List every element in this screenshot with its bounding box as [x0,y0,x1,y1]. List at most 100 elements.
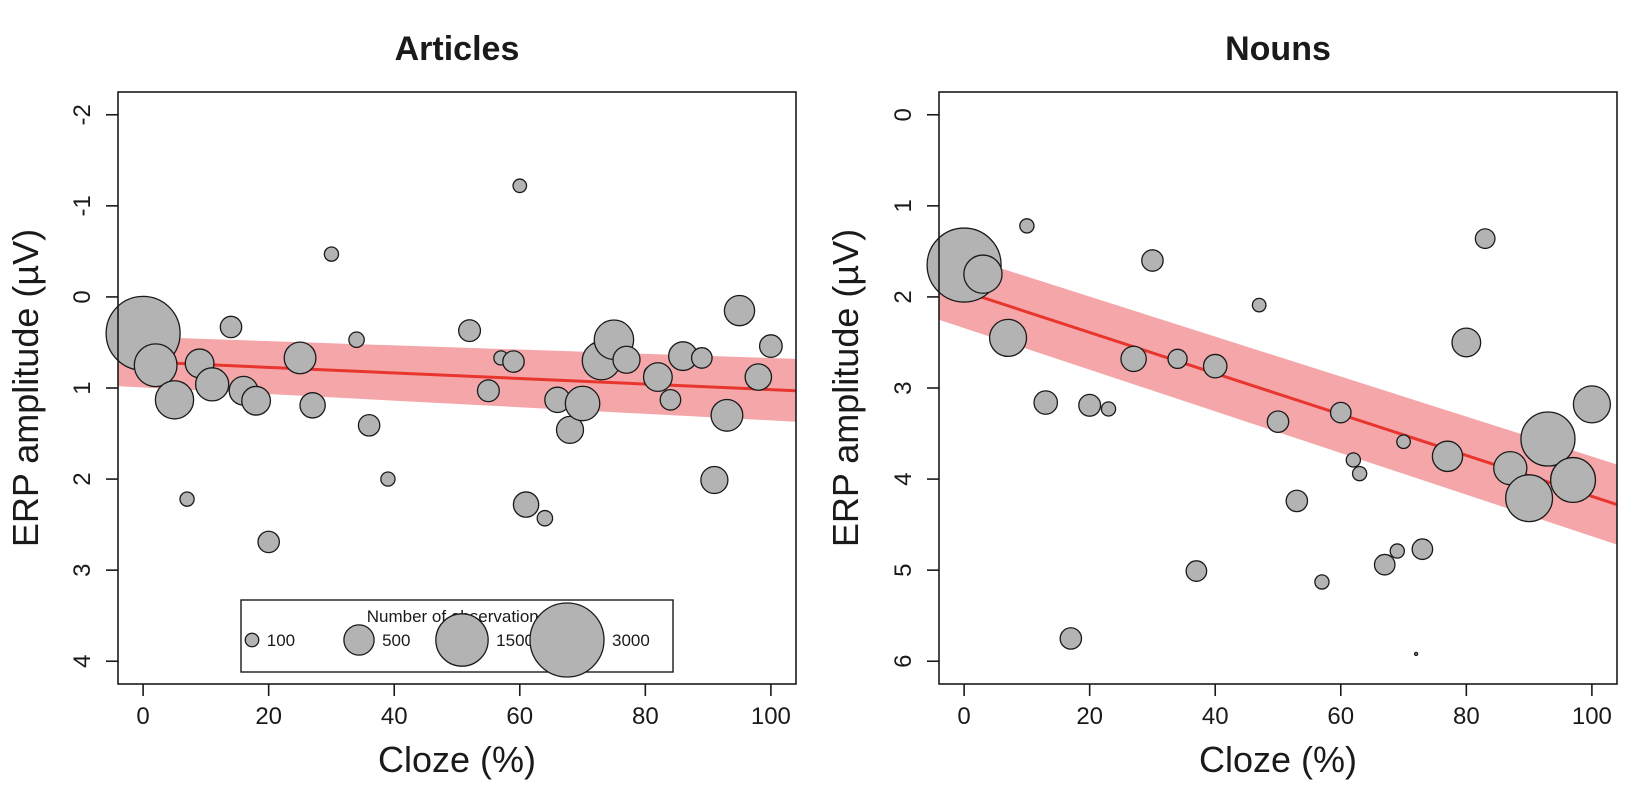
data-point [299,392,326,419]
data-point [194,367,230,402]
x-axis-label: Cloze (%) [1199,739,1357,780]
data-point [1373,553,1396,576]
legend-label: 3000 [612,631,650,650]
data-point [348,331,365,349]
data-point [1451,327,1482,358]
x-tick-label: 20 [1076,703,1103,730]
legend-marker [244,632,260,648]
legend-label: 500 [382,631,410,650]
data-point [1411,538,1434,561]
x-tick-label: 0 [136,703,149,730]
data-point [642,362,673,393]
chart-title: Articles [395,30,520,68]
x-tick-label: 80 [1453,703,1480,730]
x-tick-label: 0 [957,703,970,730]
data-point [988,318,1028,358]
x-tick-label: 80 [632,703,659,730]
legend: Number of observations 100 500 1500 3000 [240,599,674,678]
data-point [241,385,272,416]
y-axis-label: ERP amplitude (µV) [825,229,866,547]
data-point [758,334,783,359]
data-point [380,471,396,487]
y-tick-label: 3 [69,563,96,576]
data-point [357,414,381,437]
y-tick-label: 0 [890,108,917,121]
data-point [1141,249,1164,272]
y-tick-label: 0 [69,290,96,303]
y-tick-label: 2 [890,290,917,303]
data-point [1078,393,1102,417]
data-point [744,363,773,391]
data-point [502,350,525,373]
x-tick-label: 60 [506,703,533,730]
data-point [1100,401,1117,417]
data-point [1389,543,1406,559]
data-point [283,341,317,375]
data-point [1059,627,1083,650]
y-tick-label: 4 [69,655,96,668]
legend-label: 100 [267,631,295,650]
data-point [1345,452,1362,468]
data-point [1505,474,1554,523]
y-tick-label: 5 [890,563,917,576]
data-point [512,178,528,194]
data-point [1413,651,1419,657]
data-point [1266,410,1290,434]
data-point [476,379,500,403]
data-point [1396,434,1411,450]
y-tick-label: 3 [890,381,917,394]
data-point [1314,574,1330,590]
y-tick-label: 6 [890,655,917,668]
data-point [1185,560,1208,582]
x-tick-label: 100 [1572,703,1612,730]
x-axis-label: Cloze (%) [378,739,536,780]
regression-line [117,359,797,393]
data-point [1285,489,1309,513]
data-point [612,345,641,374]
legend-label: 1500 [496,631,534,650]
data-point [1167,348,1188,370]
data-point [257,530,280,554]
data-point [710,398,744,432]
y-tick-label: 4 [890,472,917,485]
data-point [1431,440,1464,473]
legend-marker [343,624,375,656]
data-point [133,343,178,388]
data-point [1251,297,1267,313]
data-point [1474,228,1496,250]
data-point [1202,353,1228,379]
data-point [323,246,340,262]
y-tick-label: -2 [69,104,96,125]
data-point [963,254,1003,294]
data-point [723,294,756,327]
data-point [1019,218,1035,234]
data-point [1572,385,1612,424]
x-tick-label: 20 [255,703,282,730]
data-point [512,491,540,518]
legend-marker [529,602,605,678]
legend-marker [435,613,489,667]
data-point [1520,411,1576,467]
y-tick-label: 2 [69,472,96,485]
y-tick-label: 1 [69,381,96,394]
x-tick-label: 40 [1202,703,1229,730]
data-point [659,388,682,411]
data-point [1550,456,1597,504]
data-point [700,465,729,495]
data-point [179,491,195,507]
data-point [536,509,554,527]
data-point [154,380,195,420]
y-axis-label: ERP amplitude (µV) [5,229,46,547]
data-point [458,319,482,343]
chart-articles: 0 20 40 60 80 100 -2 -1 0 1 2 3 4 Articles Cloze (%… [5,30,797,780]
x-tick-label: 40 [381,703,408,730]
y-tick-label: 1 [890,199,917,212]
chart-title: Nouns [1225,30,1331,68]
data-point [555,415,585,445]
chart-nouns: 0 20 40 60 80 100 0 1 2 3 4 5 6 Nouns Cloze (%) ERP… [825,30,1618,780]
data-point [564,385,601,422]
x-tick-label: 100 [751,703,791,730]
data-point [1033,390,1059,415]
data-point [1120,345,1147,373]
